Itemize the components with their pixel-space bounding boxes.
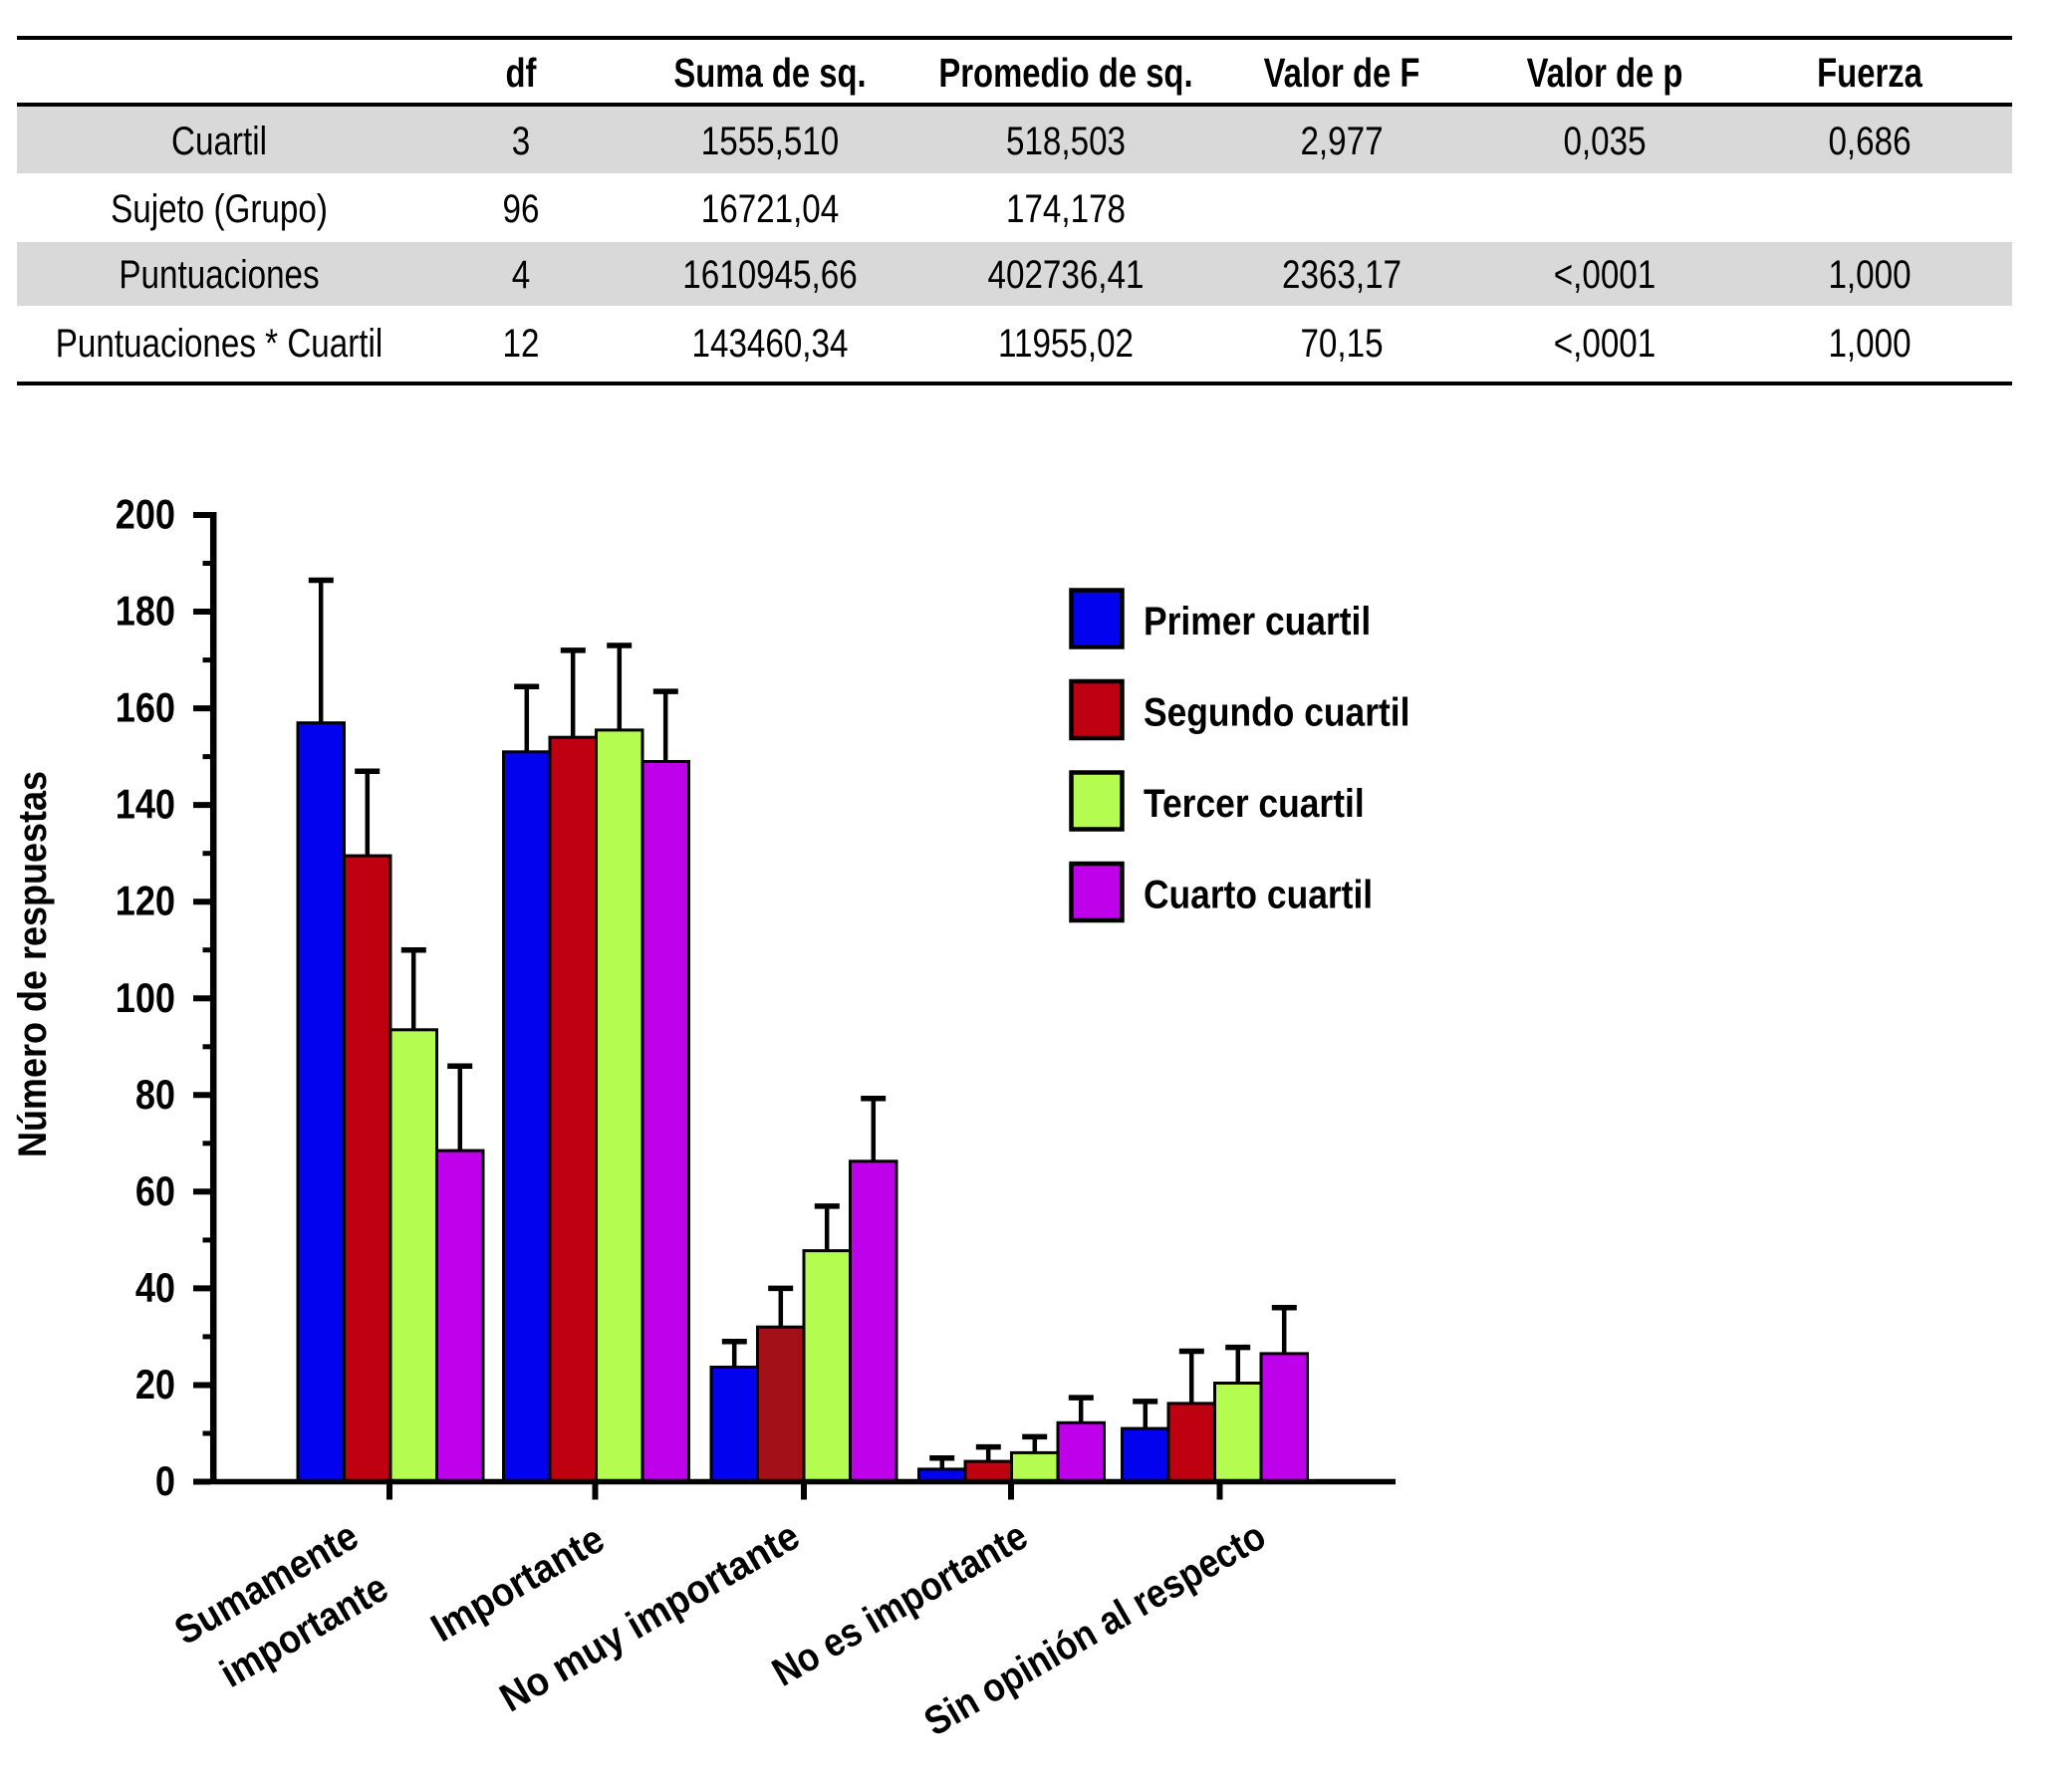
svg-text:20: 20 — [135, 1363, 175, 1408]
svg-text:160: 160 — [116, 685, 175, 731]
svg-text:120: 120 — [116, 879, 175, 924]
svg-text:Número de respuestas: Número de respuestas — [11, 771, 55, 1157]
svg-text:Segundo cuartil: Segundo cuartil — [1144, 691, 1409, 735]
svg-text:80: 80 — [135, 1072, 175, 1118]
svg-text:Cuarto cuartil: Cuarto cuartil — [1144, 874, 1373, 917]
svg-text:140: 140 — [116, 782, 175, 828]
svg-text:Sumamenteimportante: Sumamenteimportante — [167, 1514, 395, 1705]
svg-text:100: 100 — [116, 975, 175, 1021]
svg-text:200: 200 — [116, 492, 175, 538]
svg-text:40: 40 — [135, 1265, 175, 1311]
svg-text:60: 60 — [135, 1168, 175, 1214]
svg-text:Primer cuartil: Primer cuartil — [1144, 600, 1371, 643]
svg-text:0: 0 — [155, 1459, 175, 1505]
svg-text:Tercer cuartil: Tercer cuartil — [1144, 782, 1365, 826]
svg-text:180: 180 — [116, 589, 175, 635]
